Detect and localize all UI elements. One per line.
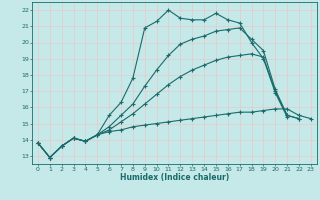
X-axis label: Humidex (Indice chaleur): Humidex (Indice chaleur) bbox=[120, 173, 229, 182]
